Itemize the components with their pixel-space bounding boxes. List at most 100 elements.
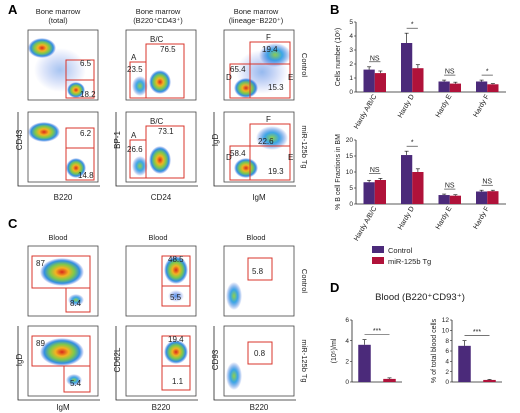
y-tick-label: 12 [442, 317, 450, 324]
panel-a-column-titles: Bone marrow (total) Bone marrow (B220⁺CD… [36, 7, 284, 25]
legend: Control miR-125b Tg [372, 246, 431, 266]
bar [483, 379, 496, 382]
gate-value: 48.5 [168, 255, 184, 264]
facs-plot: 6.2 14.8 [27, 111, 99, 183]
gate-value: 26.6 [127, 145, 143, 154]
panel-letter-b: B [330, 2, 339, 17]
y-tick-label: 2 [445, 369, 449, 376]
axis-label-x: IgM [56, 403, 70, 412]
significance-label: *** [373, 328, 381, 335]
a-col3-subtitle: (lineage⁻B220⁺) [229, 16, 284, 25]
y-tick-label: 4 [445, 359, 449, 366]
gate-value: 5.4 [70, 379, 82, 388]
gate-value: 89 [36, 339, 45, 348]
y-tick-label: 20 [346, 137, 354, 144]
facs-plot: 87 8.4 [27, 245, 99, 317]
axis-label-x: B220 [54, 193, 73, 202]
bar [438, 195, 450, 204]
facs-plot: 19.4 1.1 [125, 325, 197, 397]
gate-label: F [266, 115, 271, 124]
bar [476, 191, 488, 204]
gate-value: 18.2 [80, 90, 96, 99]
gate-value: 19.3 [268, 167, 284, 176]
bar [358, 344, 371, 382]
bar [438, 81, 450, 92]
gate-value: 87 [36, 259, 45, 268]
gate-value: 5.5 [170, 293, 182, 302]
bar [476, 81, 488, 92]
bar [487, 84, 499, 92]
y-tick-label: 6 [345, 317, 349, 324]
gate-value: 23.5 [127, 65, 143, 74]
y-tick-label: 1 [349, 75, 353, 82]
facs-plot: B/C 73.1 A 26.6 [125, 111, 197, 183]
significance-label: NS [482, 179, 492, 186]
facs-plot: 0.8 [223, 325, 295, 397]
y-axis-label: % of total blood cells [431, 318, 438, 383]
significance-label: *** [473, 329, 481, 336]
gate-value: 6.2 [80, 129, 92, 138]
gate-value: 65.4 [230, 65, 246, 74]
significance-label: * [486, 69, 489, 76]
gate-label: E [288, 73, 293, 82]
a-col3-title: Bone marrow [234, 7, 279, 16]
row-label-tg: miR-125b Tg [300, 339, 309, 382]
facs-plot: B/C 76.5 A 23.5 [125, 29, 197, 101]
panel-letter-d: D [330, 280, 339, 295]
facs-plot: 48.5 5.5 [125, 245, 197, 317]
c-col3-title: Blood [246, 233, 265, 242]
axis-label-y: IgD [15, 354, 24, 367]
axis-label-x: B220 [250, 403, 269, 412]
bar [449, 195, 461, 204]
y-tick-label: 4 [345, 338, 349, 345]
y-tick-label: 0 [345, 379, 349, 386]
gate-value: 6.5 [80, 59, 92, 68]
a-col1-subtitle: (total) [48, 16, 68, 25]
bar [363, 182, 375, 204]
panel-letter-a: A [8, 2, 18, 17]
axis-label-x: CD24 [151, 193, 172, 202]
bar [412, 172, 424, 204]
x-tick-label: Hardy E [435, 93, 454, 119]
axis-label-x: IgM [252, 193, 266, 202]
a-col2-title: Bone marrow [136, 7, 181, 16]
y-tick-label: 5 [349, 19, 353, 26]
bar [401, 155, 413, 204]
bar [487, 191, 499, 204]
gate-value: 19.4 [262, 45, 278, 54]
y-tick-label: 2 [349, 61, 353, 68]
x-tick-label: Hardy E [435, 205, 454, 231]
bar [401, 43, 413, 92]
y-tick-label: 8 [445, 338, 449, 345]
gate-label: A [131, 131, 137, 140]
gate-label: D [226, 73, 232, 82]
significance-label: * [411, 22, 414, 29]
panel-c-facs: Blood Blood Blood 87 8.4 48.5 5.5 5.8 [15, 233, 309, 412]
y-tick-label: 2 [345, 359, 349, 366]
y-tick-label: 5 [349, 185, 353, 192]
facs-plot: F 19.4 D 65.4 E 15.3 [223, 29, 295, 101]
axis-label-x: B220 [152, 403, 171, 412]
bar [374, 73, 386, 92]
significance-label: NS [370, 55, 380, 62]
panel-d-title: Blood (B220⁺CD93⁺) [375, 292, 465, 303]
y-axis-label: (10⁵)/ml [331, 338, 338, 363]
gate-label: E [288, 153, 293, 162]
gate-label: D [226, 153, 232, 162]
y-tick-label: 0 [445, 379, 449, 386]
gate-value: 0.8 [254, 349, 266, 358]
axis-label-y: CD93 [211, 349, 220, 370]
gate-value: 15.3 [268, 83, 284, 92]
y-tick-label: 3 [349, 47, 353, 54]
gate-value: 76.5 [160, 45, 176, 54]
gate-value: 58.4 [230, 149, 246, 158]
bar [363, 69, 375, 92]
y-tick-label: 10 [346, 169, 354, 176]
bar [374, 180, 386, 204]
significance-label: NS [445, 69, 455, 76]
row-label-control: Control [300, 269, 309, 294]
row-label-tg: miR-125b Tg [300, 125, 309, 168]
significance-label: NS [370, 167, 380, 174]
